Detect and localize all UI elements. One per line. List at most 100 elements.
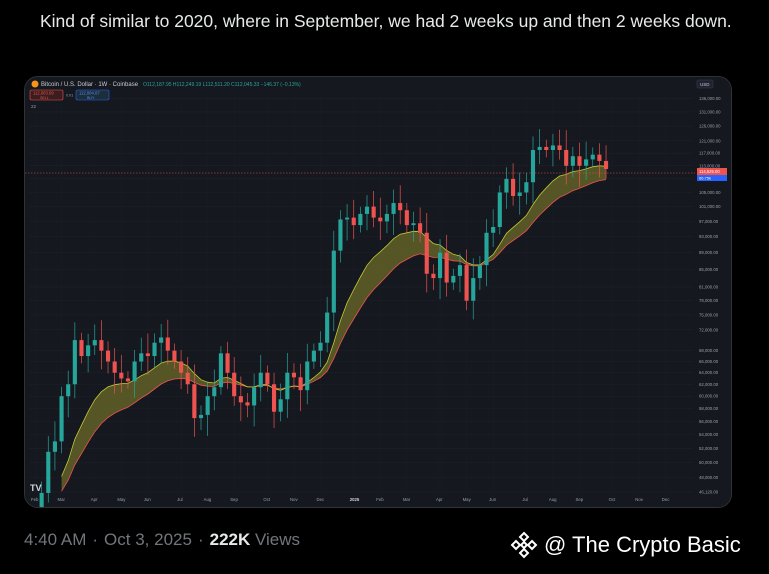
candle-body xyxy=(550,145,555,150)
candle-body xyxy=(517,192,522,196)
candle-body xyxy=(437,252,443,279)
tradingview-logo: TV xyxy=(30,483,42,493)
candlestick-chart: 46,120.00 48,000.00 50,000.00 52,000.00 54,0… xyxy=(25,77,731,507)
price-tick-label: 78,000.00 xyxy=(699,298,719,303)
time-tick-label: May xyxy=(117,497,126,502)
price-tag-secondary xyxy=(697,175,727,181)
candle-body xyxy=(285,372,290,400)
candle-body xyxy=(384,213,389,222)
candle-body xyxy=(298,377,303,391)
ema-ribbon xyxy=(61,165,607,492)
candle-body xyxy=(79,340,84,357)
price-tag xyxy=(697,168,727,175)
price-tick-label: 54,000.00 xyxy=(699,432,719,437)
candle-body xyxy=(404,210,409,226)
candle-body xyxy=(331,250,336,313)
candle-body xyxy=(570,156,575,166)
candle-body xyxy=(252,387,257,406)
time-tick-label: Jul xyxy=(522,497,528,502)
price-tick-label: 97,000.00 xyxy=(699,219,719,224)
buy-button[interactable] xyxy=(75,89,110,101)
price-tick-label: 50,000.00 xyxy=(699,460,719,465)
time-tick-label: Jun xyxy=(489,497,497,502)
candle-body xyxy=(305,361,310,391)
post-meta: 4:40 AM · Oct 3, 2025 · 222K Views xyxy=(24,530,300,550)
price-tick-label: 126,000.00 xyxy=(699,124,721,129)
price-tick-label: 58,000.00 xyxy=(699,406,719,411)
candle-body xyxy=(119,372,124,379)
candle-body xyxy=(271,384,277,412)
time-tick-label: May xyxy=(463,497,472,502)
candle-body xyxy=(511,178,516,196)
candle-body xyxy=(378,217,383,222)
candle-body xyxy=(105,350,111,362)
candle-body xyxy=(245,402,250,406)
price-tick-label: 64,000.00 xyxy=(699,370,719,375)
candle-body xyxy=(484,232,489,266)
price-tick-label: 75,000.00 xyxy=(699,312,719,317)
candle-body xyxy=(504,178,509,193)
chart-header: Bitcoin / U.S. Dollar · 1W · Coinbase O1… xyxy=(29,79,714,109)
candle-body xyxy=(218,353,223,388)
time-tick-label: Sep xyxy=(230,497,238,502)
candle-body xyxy=(345,217,350,220)
chart-background xyxy=(25,77,731,507)
candle-body xyxy=(165,337,170,351)
candle-body xyxy=(179,361,184,373)
price-tick-label: 85,000.00 xyxy=(699,267,719,272)
price-tick-label: 89,000.00 xyxy=(699,250,719,255)
price-tag-secondary-value: 66.75k xyxy=(699,176,711,181)
indicator-count[interactable]: 22 xyxy=(31,104,37,109)
candle-body xyxy=(464,265,469,301)
price-tick-label: 113,000.00 xyxy=(699,163,721,168)
price-tick-label: 52,000.00 xyxy=(699,446,719,451)
candle-body xyxy=(212,387,217,397)
currency-selector[interactable] xyxy=(696,79,714,89)
time-tick-label: Nov xyxy=(635,497,643,502)
candle-body xyxy=(112,361,117,373)
candle-body xyxy=(265,372,270,385)
time-tick-label: Feb xyxy=(31,497,39,502)
candle-body xyxy=(351,217,356,226)
candle-body xyxy=(139,353,144,362)
candle-body xyxy=(537,146,542,150)
candle-body xyxy=(590,154,595,160)
candle-body xyxy=(232,372,237,397)
candle-body xyxy=(491,227,496,233)
ema-fast-line xyxy=(61,165,607,477)
time-tick-label: Mar xyxy=(403,497,411,502)
spread-value: 0.01 xyxy=(66,94,73,98)
candle-body xyxy=(451,275,456,283)
chart-image[interactable]: 46,120.00 48,000.00 50,000.00 52,000.00 54,0… xyxy=(24,76,732,508)
candle-body xyxy=(391,203,396,214)
candle-body xyxy=(66,384,71,397)
time-tick-label: Jul xyxy=(177,497,183,502)
candle-body xyxy=(584,159,589,166)
time-tick-label: Jun xyxy=(144,497,152,502)
post-date[interactable]: Oct 3, 2025 xyxy=(104,530,192,549)
candle-body xyxy=(278,399,283,412)
views-count[interactable]: 222K xyxy=(209,530,251,549)
price-tick-label: 81,000.00 xyxy=(699,284,719,289)
candle-body xyxy=(564,149,569,166)
candle-body xyxy=(497,192,502,228)
candle-body xyxy=(225,353,230,373)
candle-body xyxy=(192,384,197,419)
price-axis: 46,120.00 48,000.00 50,000.00 52,000.00 54,0… xyxy=(699,96,721,495)
candle-body xyxy=(59,396,64,442)
binance-diamond-icon xyxy=(510,531,538,559)
time-tick-label: Oct xyxy=(263,497,270,502)
candle-body xyxy=(418,223,423,233)
sell-label: SELL xyxy=(40,96,49,100)
candle-body xyxy=(597,154,602,161)
ema-slow-line xyxy=(61,179,607,492)
candle-body xyxy=(258,372,263,388)
time-tick-label: Sep xyxy=(575,497,583,502)
time-axis: Feb Mar Apr May Jun Jul Aug Sep Oct Nov Dec 2025 Feb… xyxy=(31,497,670,502)
meta-separator: · xyxy=(92,530,99,549)
candle-body xyxy=(530,149,536,183)
sell-button[interactable] xyxy=(29,89,64,101)
post-time[interactable]: 4:40 AM xyxy=(24,530,87,549)
time-tick-label: Mar xyxy=(58,497,66,502)
candle-body xyxy=(371,206,376,218)
